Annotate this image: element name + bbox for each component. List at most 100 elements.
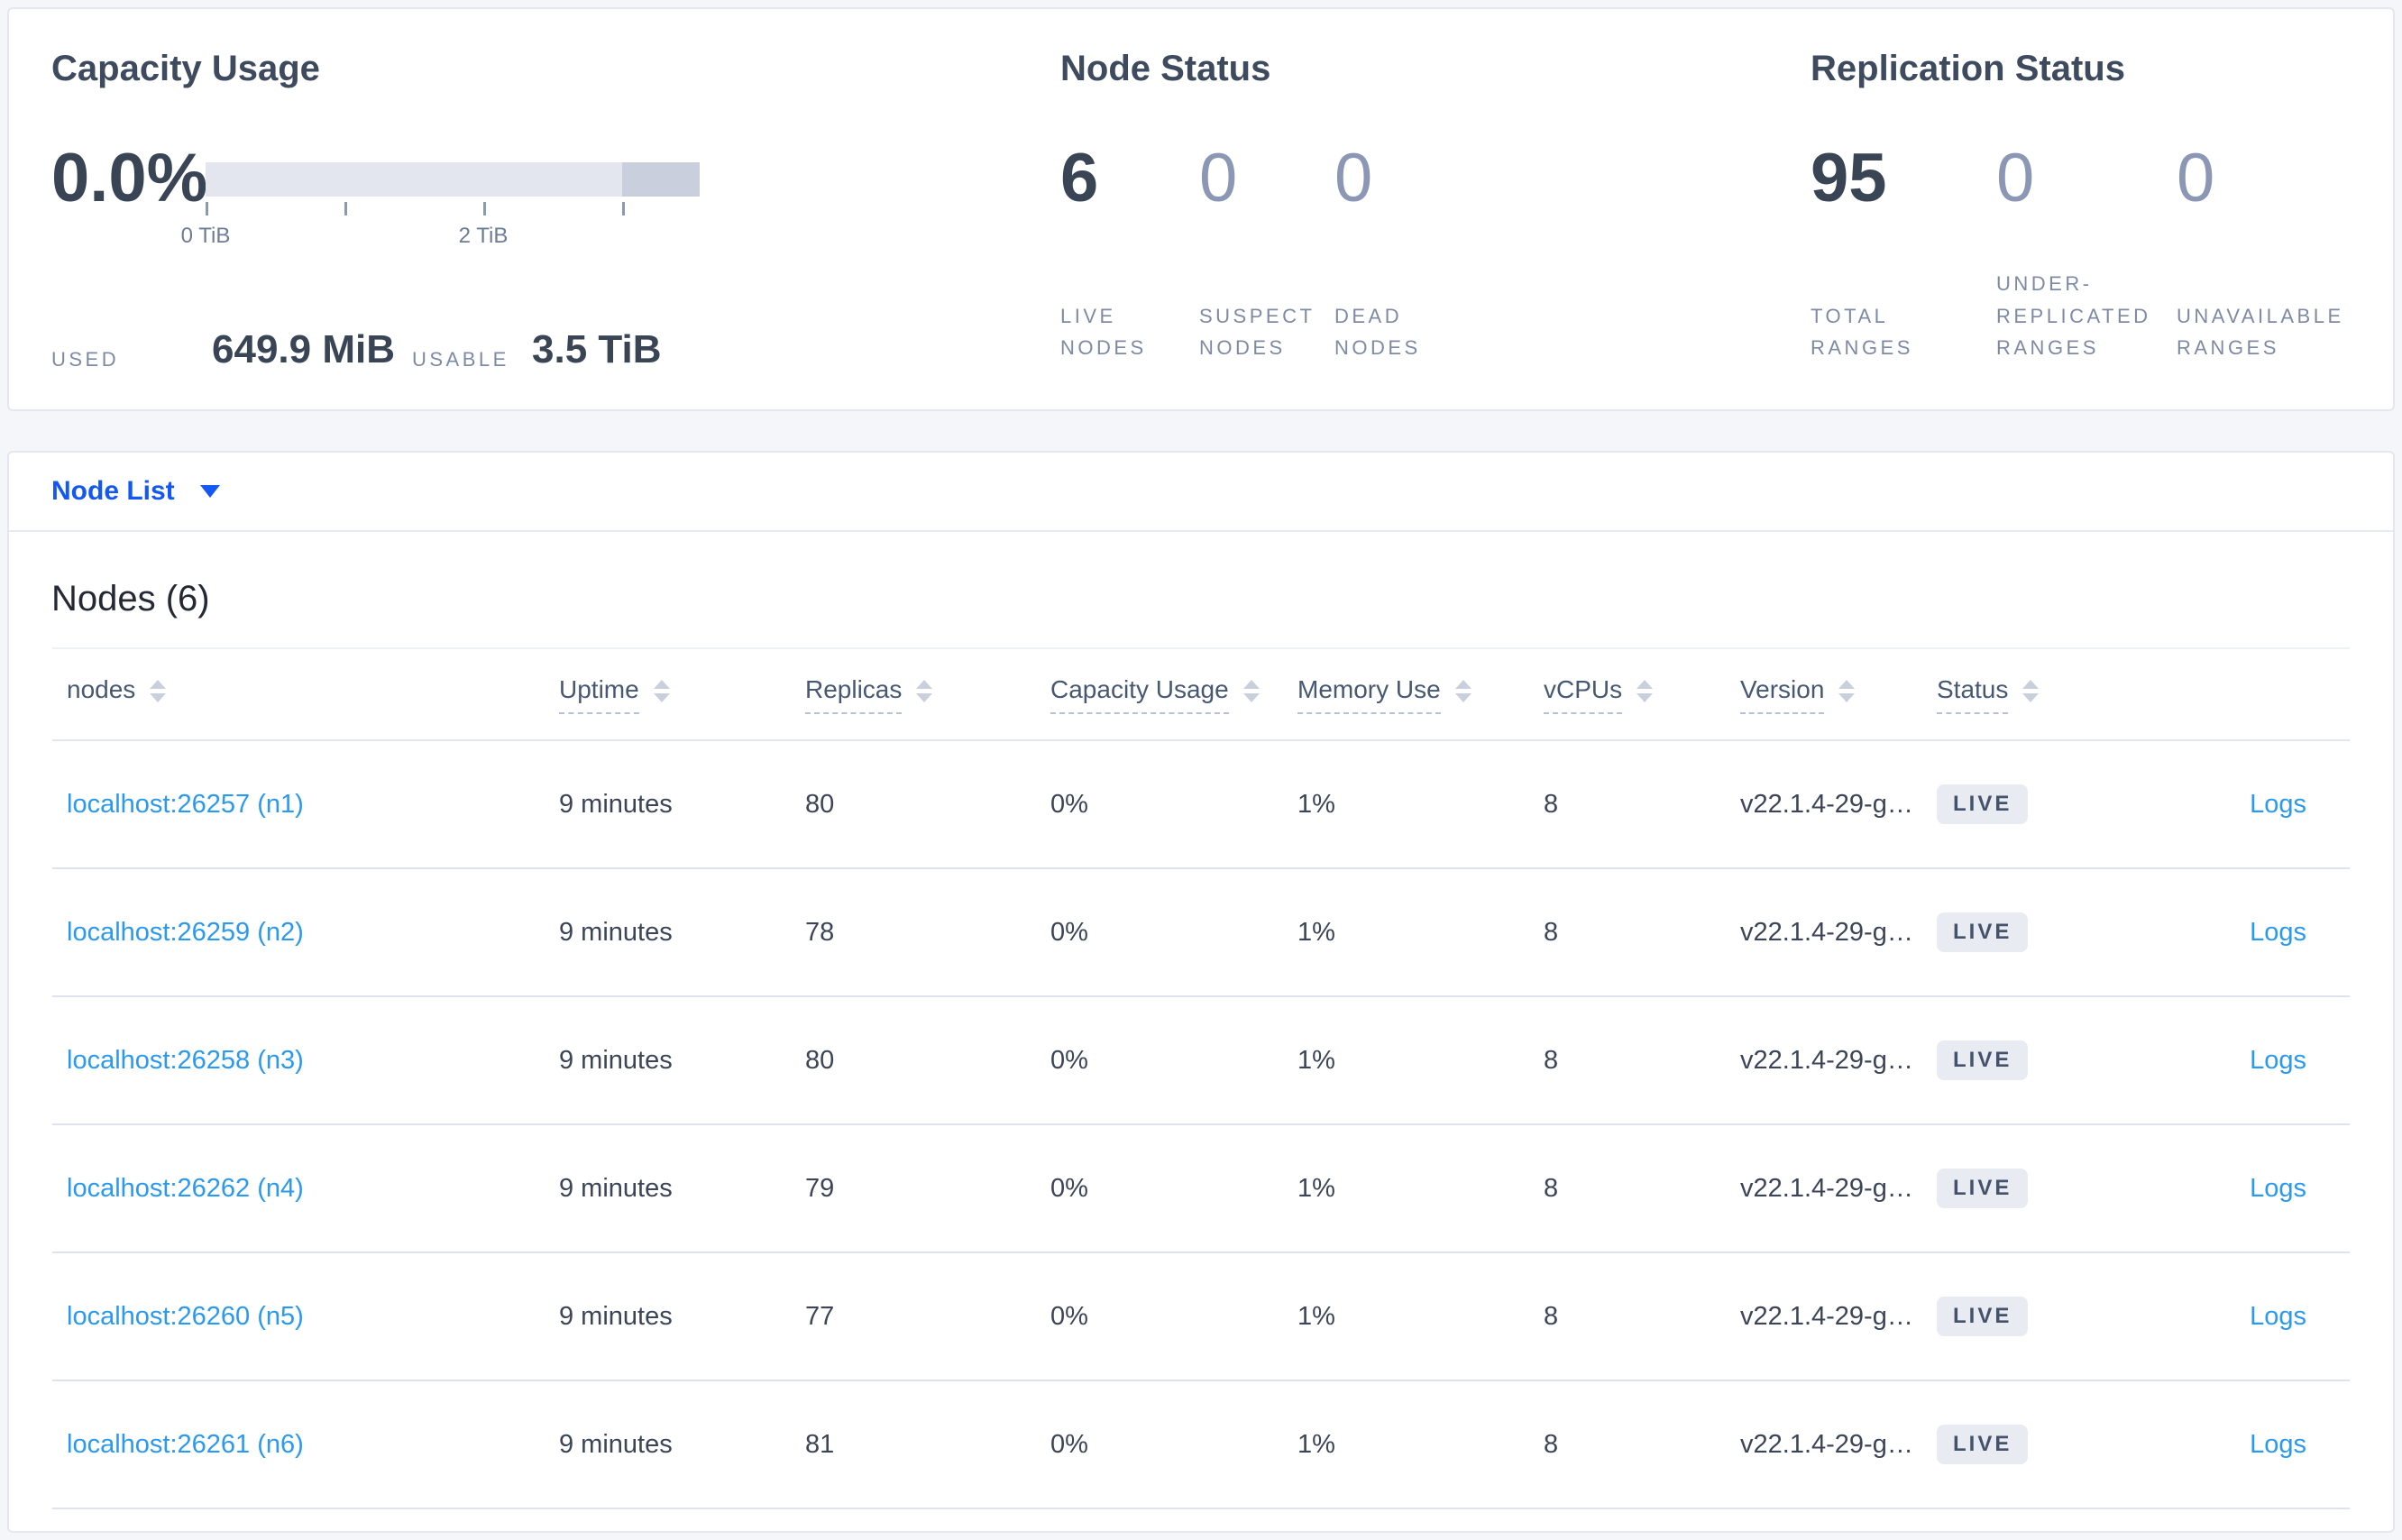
usable-value: 3.5 TiB <box>532 327 662 371</box>
cluster-overview-page: Capacity Usage 0.0% 0 TiB 2 TiB USED 649… <box>0 7 2402 1533</box>
replicas-cell: 77 <box>805 1301 835 1331</box>
column-header-label: nodes <box>67 675 136 704</box>
logs-link[interactable]: Logs <box>2250 789 2306 819</box>
replicas-cell: 81 <box>805 1429 835 1459</box>
node-link[interactable]: localhost:26257 (n1) <box>67 789 304 819</box>
node-link[interactable]: localhost:26260 (n5) <box>67 1301 304 1331</box>
used-label: USED <box>51 348 120 371</box>
column-header-label: Uptime <box>559 674 639 714</box>
logs-link[interactable]: Logs <box>2250 1301 2306 1331</box>
version-cell: v22.1.4-29-g… <box>1740 1429 1913 1459</box>
capacity-usage-cell: 0% <box>1050 917 1088 947</box>
memory-use-cell: 1% <box>1297 1301 1335 1331</box>
vcpus-cell: 8 <box>1544 789 1559 819</box>
table-row: localhost:26261 (n6) 9 minutes 81 0% 1% … <box>52 1381 2350 1509</box>
nodes-table-heading: Nodes (6) <box>51 579 210 619</box>
logs-link[interactable]: Logs <box>2250 1045 2306 1075</box>
replicas-cell: 80 <box>805 789 835 819</box>
column-header-label: Status <box>1937 674 2009 714</box>
logs-link[interactable]: Logs <box>2250 1429 2306 1459</box>
unavailable-ranges-count: 0 <box>2177 140 2215 216</box>
column-header-label: Memory Use <box>1297 674 1441 714</box>
memory-use-cell: 1% <box>1297 789 1335 819</box>
capacity-usage-cell: 0% <box>1050 1301 1088 1331</box>
column-header-label: vCPUs <box>1544 674 1623 714</box>
column-header-memory-use[interactable]: Memory Use <box>1297 674 1544 714</box>
version-cell: v22.1.4-29-g… <box>1740 1301 1913 1331</box>
capacity-usage-title: Capacity Usage <box>51 49 320 88</box>
cluster-summary-panel: Capacity Usage 0.0% 0 TiB 2 TiB USED 649… <box>7 7 2395 411</box>
sort-icon <box>2022 679 2040 702</box>
uptime-cell: 9 minutes <box>559 1429 673 1459</box>
node-link[interactable]: localhost:26259 (n2) <box>67 917 304 947</box>
logs-link[interactable]: Logs <box>2250 1173 2306 1203</box>
version-cell: v22.1.4-29-g… <box>1740 1173 1913 1203</box>
uptime-cell: 9 minutes <box>559 917 673 947</box>
under-replicated-ranges-label: UNDER-REPLICATED RANGES <box>1996 272 2151 360</box>
view-selector-label: Node List <box>51 476 175 506</box>
sort-icon <box>1242 679 1260 702</box>
memory-use-cell: 1% <box>1297 1173 1335 1203</box>
view-selector-dropdown[interactable]: Node List <box>51 478 220 505</box>
nodes-table: nodes Uptime Replicas Capacity U <box>52 647 2350 1509</box>
table-header-row: nodes Uptime Replicas Capacity U <box>52 647 2350 741</box>
vcpus-cell: 8 <box>1544 1429 1559 1459</box>
capacity-bar-reserved-segment <box>622 162 700 197</box>
column-header-version[interactable]: Version <box>1740 674 1937 714</box>
chevron-down-icon <box>199 485 220 498</box>
replication-status-title: Replication Status <box>1811 49 2125 88</box>
vcpus-cell: 8 <box>1544 1045 1559 1075</box>
column-header-label: Version <box>1740 674 1825 714</box>
under-replicated-ranges-count: 0 <box>1996 140 2035 216</box>
column-header-replicas[interactable]: Replicas <box>805 674 1050 714</box>
version-cell: v22.1.4-29-g… <box>1740 917 1913 947</box>
node-list-panel: Node List Nodes (6) nodes Uptime <box>7 451 2395 1533</box>
axis-tick <box>344 202 347 215</box>
used-value: 649.9 MiB <box>212 327 395 371</box>
column-header-label: Replicas <box>805 674 903 714</box>
unavailable-ranges-label: UNAVAILABLE RANGES <box>2177 304 2344 360</box>
total-ranges-label: TOTAL RANGES <box>1811 304 1913 360</box>
capacity-usage-bar <box>206 162 700 197</box>
node-link[interactable]: localhost:26261 (n6) <box>67 1429 304 1459</box>
live-nodes-label: LIVE NODES <box>1060 304 1147 360</box>
logs-link[interactable]: Logs <box>2250 917 2306 947</box>
capacity-usage-cell: 0% <box>1050 1045 1088 1075</box>
capacity-usage-cell: 0% <box>1050 1173 1088 1203</box>
table-row: localhost:26260 (n5) 9 minutes 77 0% 1% … <box>52 1253 2350 1381</box>
version-cell: v22.1.4-29-g… <box>1740 789 1913 819</box>
uptime-cell: 9 minutes <box>559 1173 673 1203</box>
column-header-status[interactable]: Status <box>1937 674 2133 714</box>
suspect-nodes-label: SUSPECT NODES <box>1199 304 1316 360</box>
suspect-nodes-count: 0 <box>1199 140 1238 216</box>
capacity-usage-cell: 0% <box>1050 789 1088 819</box>
table-row: localhost:26262 (n4) 9 minutes 79 0% 1% … <box>52 1125 2350 1253</box>
vcpus-cell: 8 <box>1544 1301 1559 1331</box>
node-link[interactable]: localhost:26258 (n3) <box>67 1045 304 1075</box>
node-link[interactable]: localhost:26262 (n4) <box>67 1173 304 1203</box>
table-row: localhost:26257 (n1) 9 minutes 80 0% 1% … <box>52 741 2350 869</box>
memory-use-cell: 1% <box>1297 917 1335 947</box>
column-header-label: Capacity Usage <box>1050 674 1229 714</box>
uptime-cell: 9 minutes <box>559 789 673 819</box>
table-body: localhost:26257 (n1) 9 minutes 80 0% 1% … <box>52 741 2350 1509</box>
vcpus-cell: 8 <box>1544 1173 1559 1203</box>
sort-icon <box>653 679 670 702</box>
replicas-cell: 78 <box>805 917 835 947</box>
status-badge: LIVE <box>1937 1169 2029 1208</box>
status-badge: LIVE <box>1937 912 2029 952</box>
vcpus-cell: 8 <box>1544 917 1559 947</box>
table-row: localhost:26259 (n2) 9 minutes 78 0% 1% … <box>52 869 2350 997</box>
column-header-nodes[interactable]: nodes <box>52 674 559 714</box>
sort-icon <box>150 679 167 702</box>
status-badge: LIVE <box>1937 784 2029 824</box>
total-ranges-count: 95 <box>1811 140 1887 216</box>
uptime-cell: 9 minutes <box>559 1301 673 1331</box>
column-header-uptime[interactable]: Uptime <box>559 674 805 714</box>
axis-label-0tib: 0 TiB <box>180 224 231 248</box>
axis-tick <box>206 202 208 215</box>
column-header-capacity-usage[interactable]: Capacity Usage <box>1050 674 1297 714</box>
axis-tick <box>483 202 486 215</box>
axis-label-2tib: 2 TiB <box>458 224 509 248</box>
column-header-vcpus[interactable]: vCPUs <box>1544 674 1740 714</box>
